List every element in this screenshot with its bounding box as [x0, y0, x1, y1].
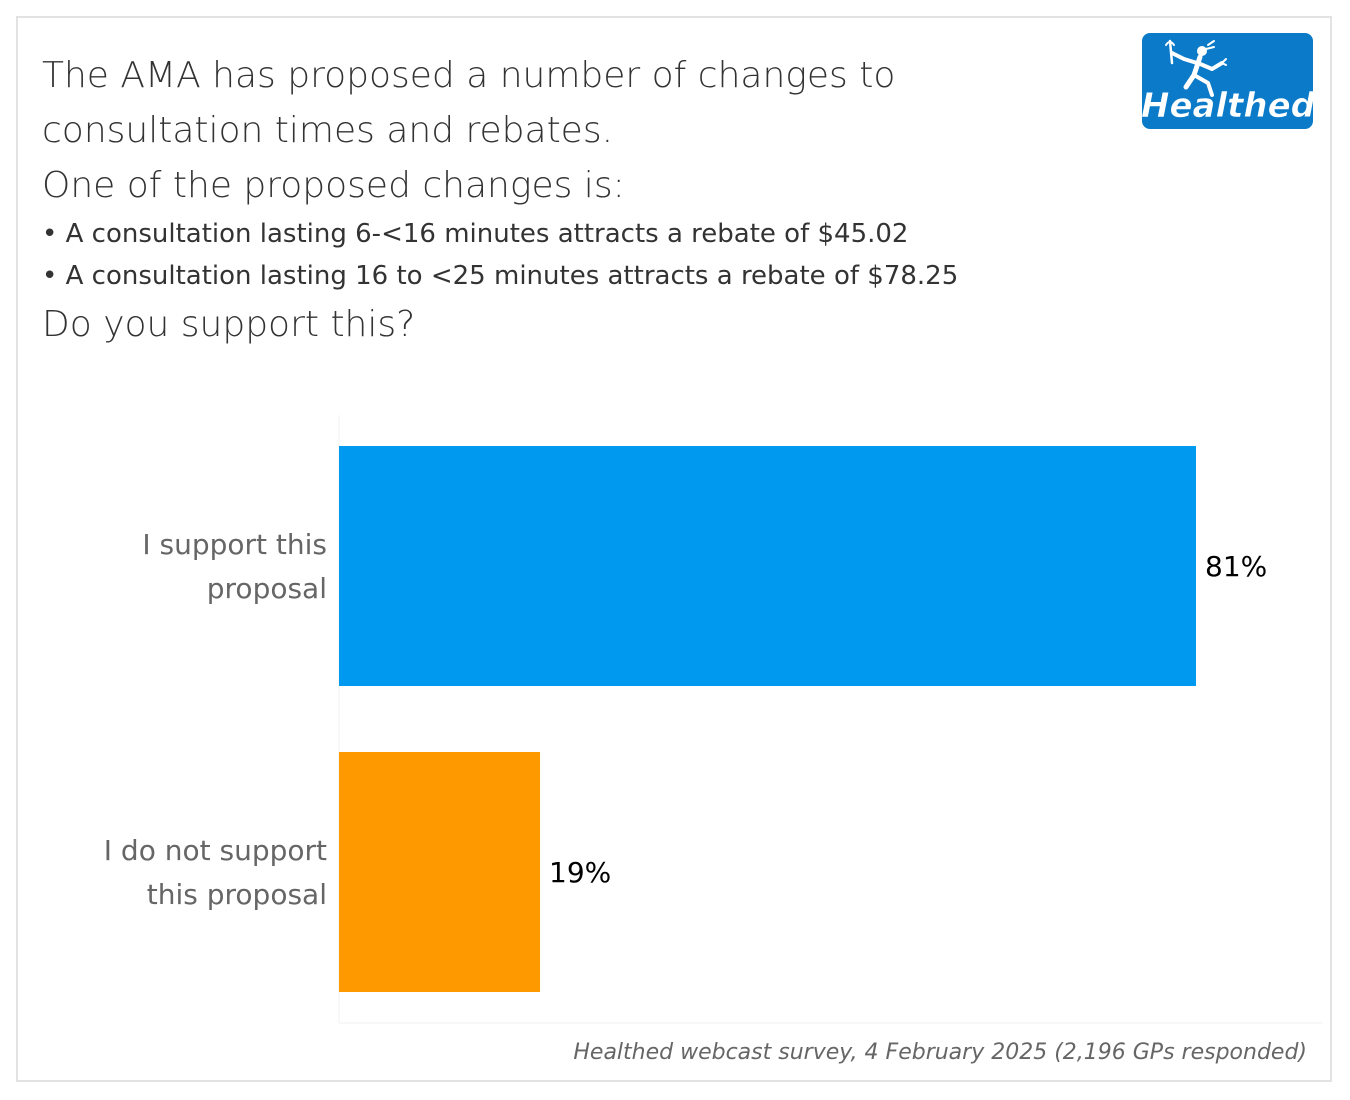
chart-header: The AMA has proposed a number of changes…	[42, 48, 1102, 352]
healthed-logo: Healthed	[1142, 33, 1313, 129]
hermes-figure-icon: Healthed	[1142, 39, 1313, 126]
category-label-1-line-1: I support this	[142, 528, 327, 561]
title-line-3: One of the proposed changes is:	[42, 165, 625, 206]
category-label-2-line-1: I do not support	[104, 834, 327, 867]
question-line: Do you support this?	[42, 304, 416, 345]
category-label-2-line-2: this proposal	[147, 878, 327, 911]
bar-value-label-2: 19%	[549, 856, 611, 889]
bar-value-label-1: 81%	[1205, 550, 1267, 583]
bullet-line-1: • A consultation lasting 6-<16 minutes a…	[42, 219, 909, 249]
title-line-2: consultation times and rebates.	[42, 110, 614, 151]
bar-1	[339, 446, 1196, 686]
category-label-1-line-2: proposal	[207, 572, 327, 605]
bullet-line-2: • A consultation lasting 16 to <25 minut…	[42, 261, 959, 291]
logo-text: Healthed	[1142, 86, 1313, 126]
title-line-1: The AMA has proposed a number of changes…	[42, 55, 896, 96]
source-note: Healthed webcast survey, 4 February 2025…	[573, 1040, 1307, 1065]
bar-2	[339, 752, 541, 992]
